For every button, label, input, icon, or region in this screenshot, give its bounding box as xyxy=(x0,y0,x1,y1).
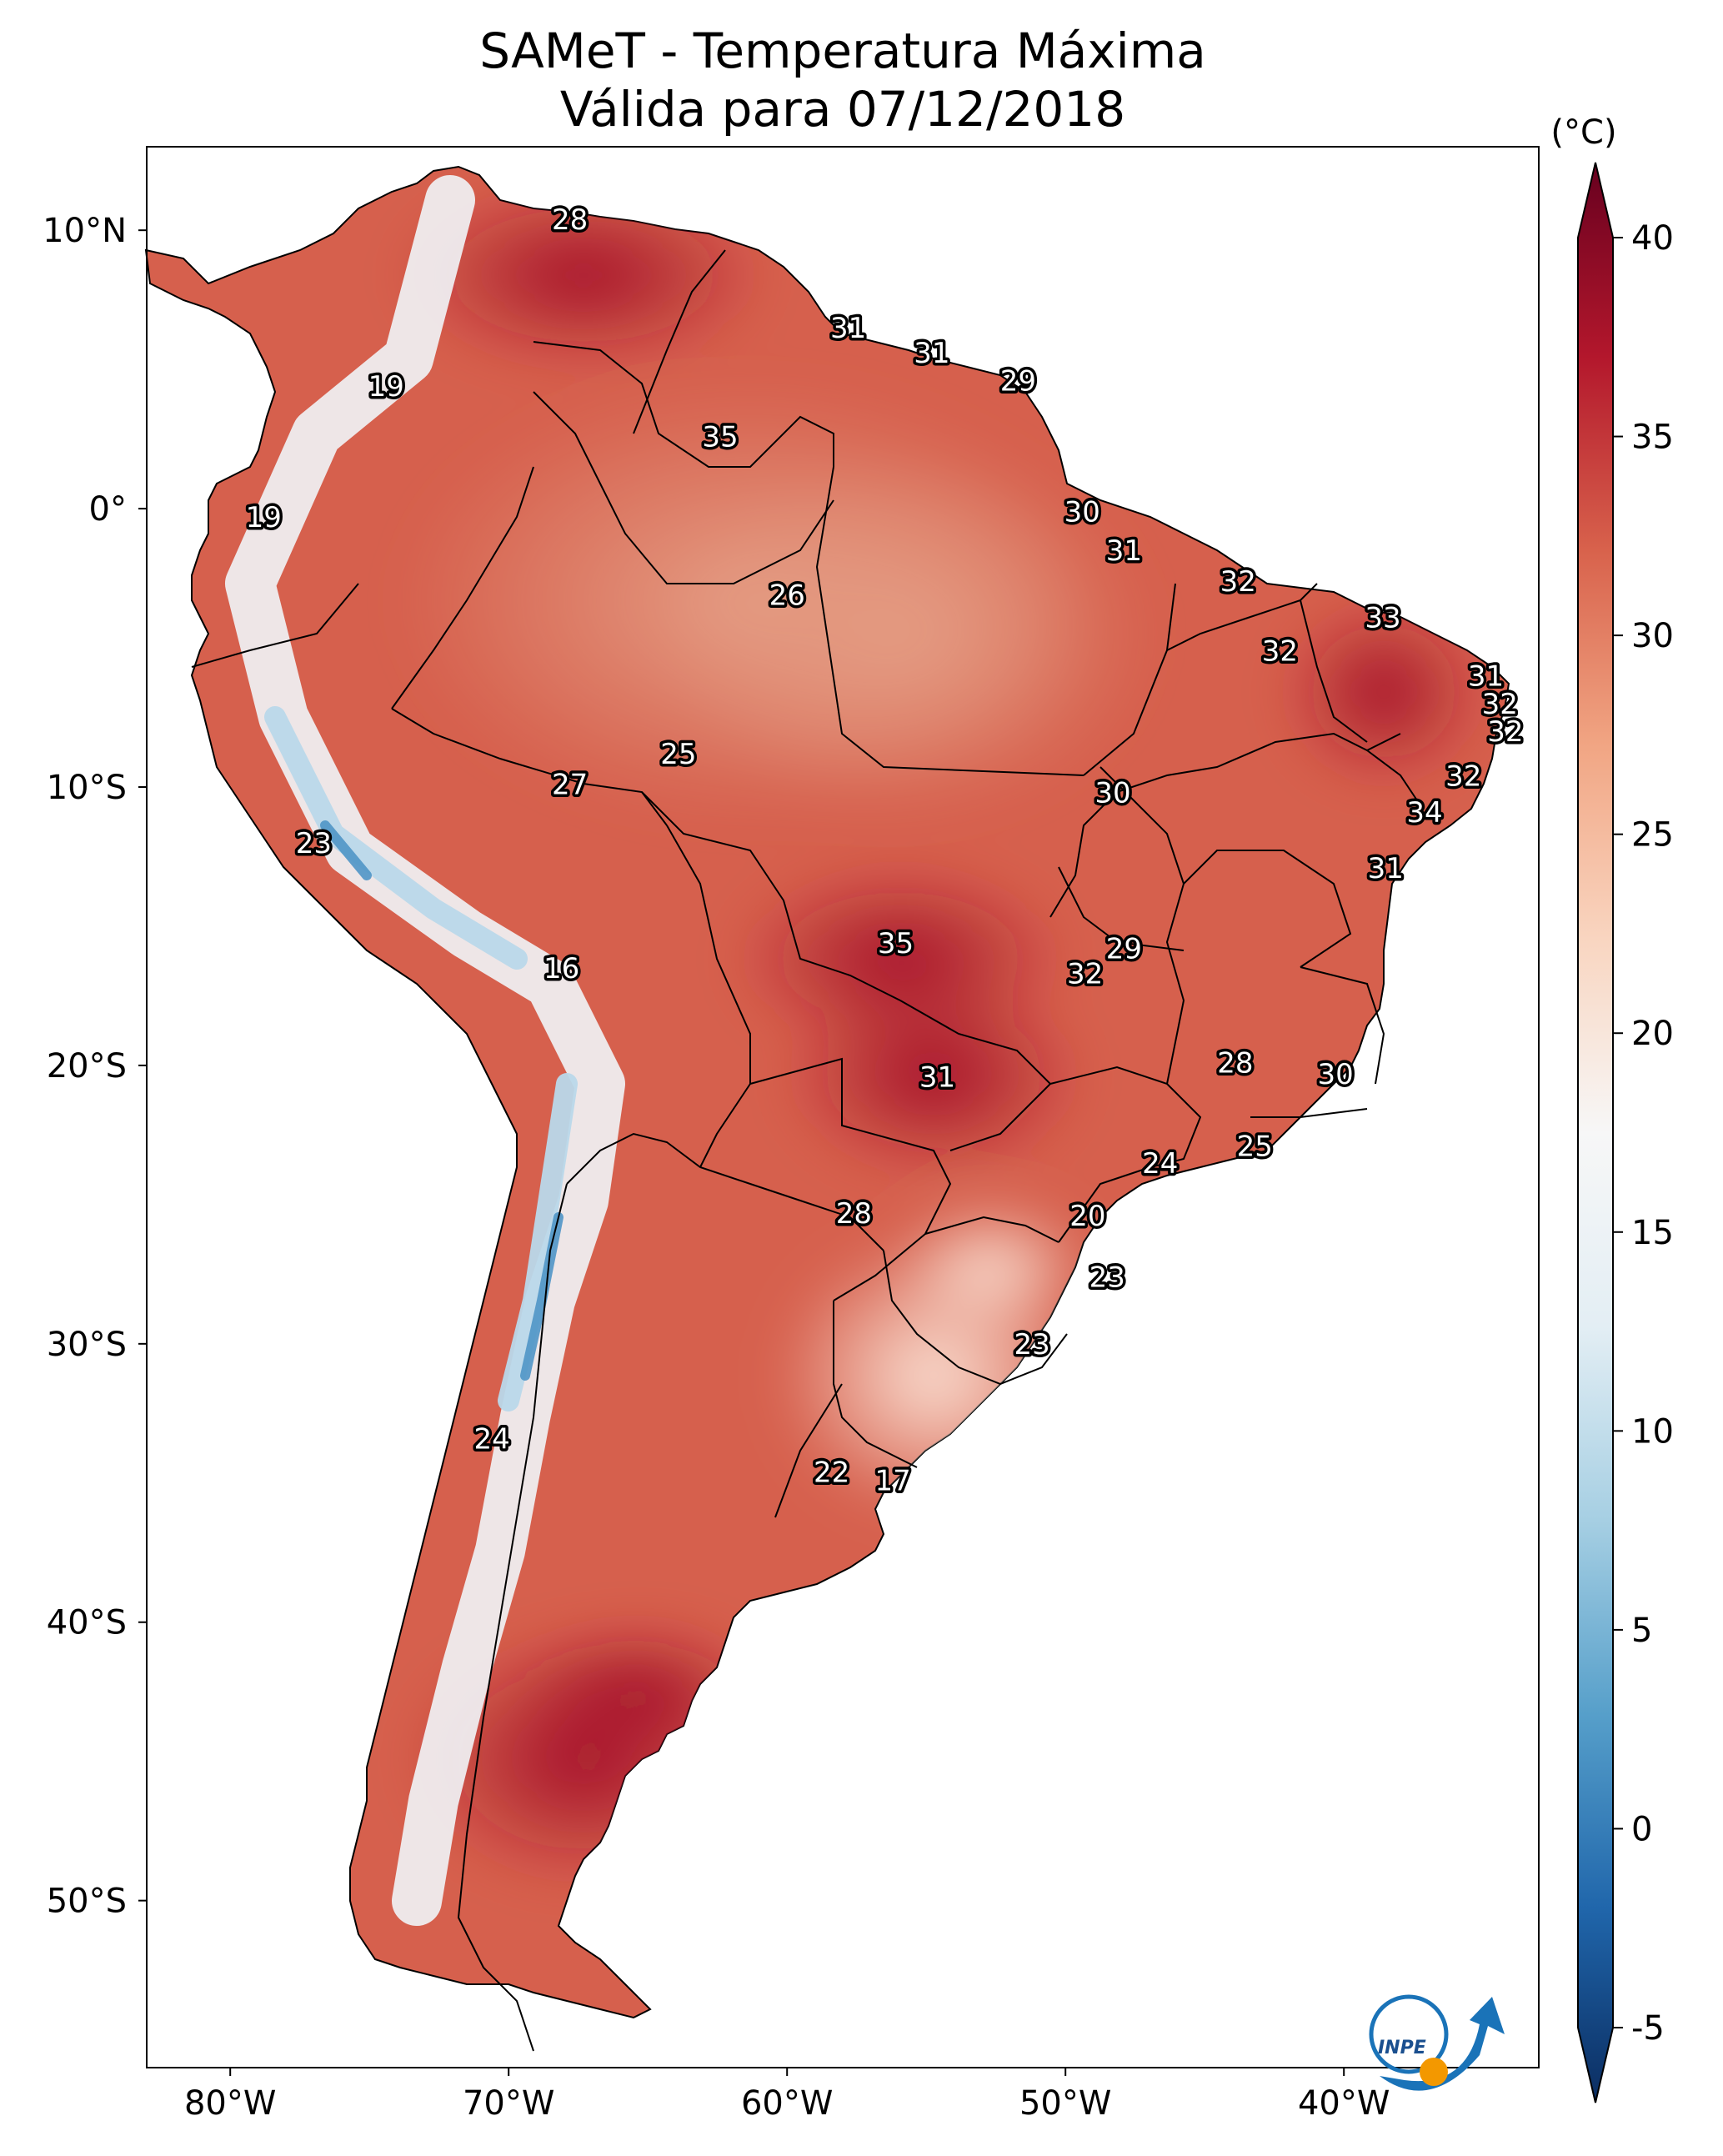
logo-swoosh-icon xyxy=(1380,1997,1505,2091)
station-temp-label: 30 xyxy=(1094,777,1130,810)
station-temp-label: 32 xyxy=(1220,565,1256,599)
station-temp-label: 25 xyxy=(660,738,696,771)
station-temp-label: 24 xyxy=(474,1422,510,1456)
station-temp-label: 28 xyxy=(836,1197,872,1231)
lon-tick-label: 50°W xyxy=(1019,2084,1111,2123)
station-temp-label: 19 xyxy=(368,370,404,404)
colorbar-unit: (°C) xyxy=(1550,113,1616,152)
lat-tick-label: 50°S xyxy=(47,1883,127,1921)
station-temp-label: 20 xyxy=(1069,1200,1105,1233)
station-temp-label: 24 xyxy=(1142,1147,1178,1181)
logo-sun-icon xyxy=(1420,2058,1448,2086)
colorbar: 40 35 30 25 20 15 10 5 0 -5 (°C) xyxy=(1550,113,1674,2103)
colorbar-tick-label: 0 xyxy=(1631,1810,1652,1848)
station-temp-label: 31 xyxy=(914,337,949,370)
colorbar-gradient xyxy=(1577,162,1614,2103)
station-temp-label: 17 xyxy=(874,1464,910,1497)
station-temp-label: 30 xyxy=(1318,1058,1354,1091)
station-temp-label: 31 xyxy=(1468,659,1504,693)
lon-tick-label: 40°W xyxy=(1298,2084,1390,2123)
lon-tick-label: 80°W xyxy=(184,2084,276,2123)
latitude-labels: 10°N 0° 10°S 20°S 30°S 40°S 50°S xyxy=(43,212,147,1921)
station-temp-label: 29 xyxy=(1000,364,1036,398)
station-temp-label: 29 xyxy=(1106,933,1142,966)
station-temp-label: 22 xyxy=(814,1456,849,1489)
logo-text: INPE xyxy=(1378,2038,1426,2058)
lat-tick-label: 40°S xyxy=(47,1604,127,1642)
colorbar-tick-label: 20 xyxy=(1631,1015,1674,1053)
colorbar-tick-label: -5 xyxy=(1631,2009,1665,2048)
station-temp-label: 25 xyxy=(1237,1131,1273,1164)
station-temp-label: 26 xyxy=(769,579,805,613)
logo-ring xyxy=(1369,1994,1449,2074)
station-temp-label: 31 xyxy=(830,312,866,345)
lon-tick-label: 70°W xyxy=(463,2084,554,2123)
colorbar-tick-label: 30 xyxy=(1631,617,1674,655)
station-temp-label: 28 xyxy=(552,203,588,237)
station-temp-label: 28 xyxy=(1217,1047,1253,1081)
andes-deep-blue xyxy=(320,820,563,1381)
map-title: SAMeT - Temperatura Máxima xyxy=(479,23,1206,79)
station-temp-label: 35 xyxy=(702,420,738,454)
country-borders xyxy=(191,249,1418,2052)
station-temp-label: 32 xyxy=(1067,958,1103,991)
lat-tick-label: 10°N xyxy=(43,212,127,250)
colorbar-ticks: 40 35 30 25 20 15 10 5 0 -5 xyxy=(1613,219,1674,2048)
colorbar-tick-label: 15 xyxy=(1631,1214,1674,1252)
colorbar-tick-label: 40 xyxy=(1631,219,1674,258)
colorbar-tick-label: 10 xyxy=(1631,1412,1674,1451)
station-temp-label: 32 xyxy=(1262,634,1298,668)
andes-cold-band xyxy=(225,175,625,1926)
map-subtitle: Válida para 07/12/2018 xyxy=(559,81,1126,138)
station-temp-label: 34 xyxy=(1406,796,1442,830)
inpe-logo: INPE xyxy=(1369,1994,1505,2091)
station-temp-label: 31 xyxy=(1106,534,1142,568)
longitude-labels: 80°W 70°W 60°W 50°W 40°W xyxy=(184,2068,1390,2123)
station-temp-label: 35 xyxy=(878,927,914,960)
station-temp-label: 23 xyxy=(296,827,332,860)
andes-blue-band xyxy=(264,706,578,1411)
station-temp-label: 16 xyxy=(543,952,579,985)
lat-tick-label: 0° xyxy=(89,490,127,529)
station-temp-label: 33 xyxy=(1365,601,1400,634)
station-temp-label: 32 xyxy=(1487,715,1523,749)
station-temp-label: 32 xyxy=(1445,760,1481,794)
lat-tick-label: 10°S xyxy=(47,769,127,807)
colorbar-tick-label: 25 xyxy=(1631,816,1674,855)
lat-tick-label: 30°S xyxy=(47,1326,127,1364)
station-temp-label: 23 xyxy=(1089,1261,1125,1295)
station-temp-label: 19 xyxy=(246,501,282,534)
station-temp-label: 32 xyxy=(1482,688,1518,721)
station-temp-label: 31 xyxy=(1368,852,1404,885)
lat-tick-label: 20°S xyxy=(47,1047,127,1086)
station-temp-label: 23 xyxy=(1014,1328,1049,1361)
lon-tick-label: 60°W xyxy=(741,2084,833,2123)
colorbar-tick-label: 35 xyxy=(1631,419,1674,457)
station-temp-label: 31 xyxy=(919,1060,955,1094)
map-frame xyxy=(146,146,1540,2068)
station-temp-label: 30 xyxy=(1064,495,1100,529)
station-temp-label: 27 xyxy=(552,769,588,802)
colorbar-tick-label: 5 xyxy=(1631,1612,1652,1650)
